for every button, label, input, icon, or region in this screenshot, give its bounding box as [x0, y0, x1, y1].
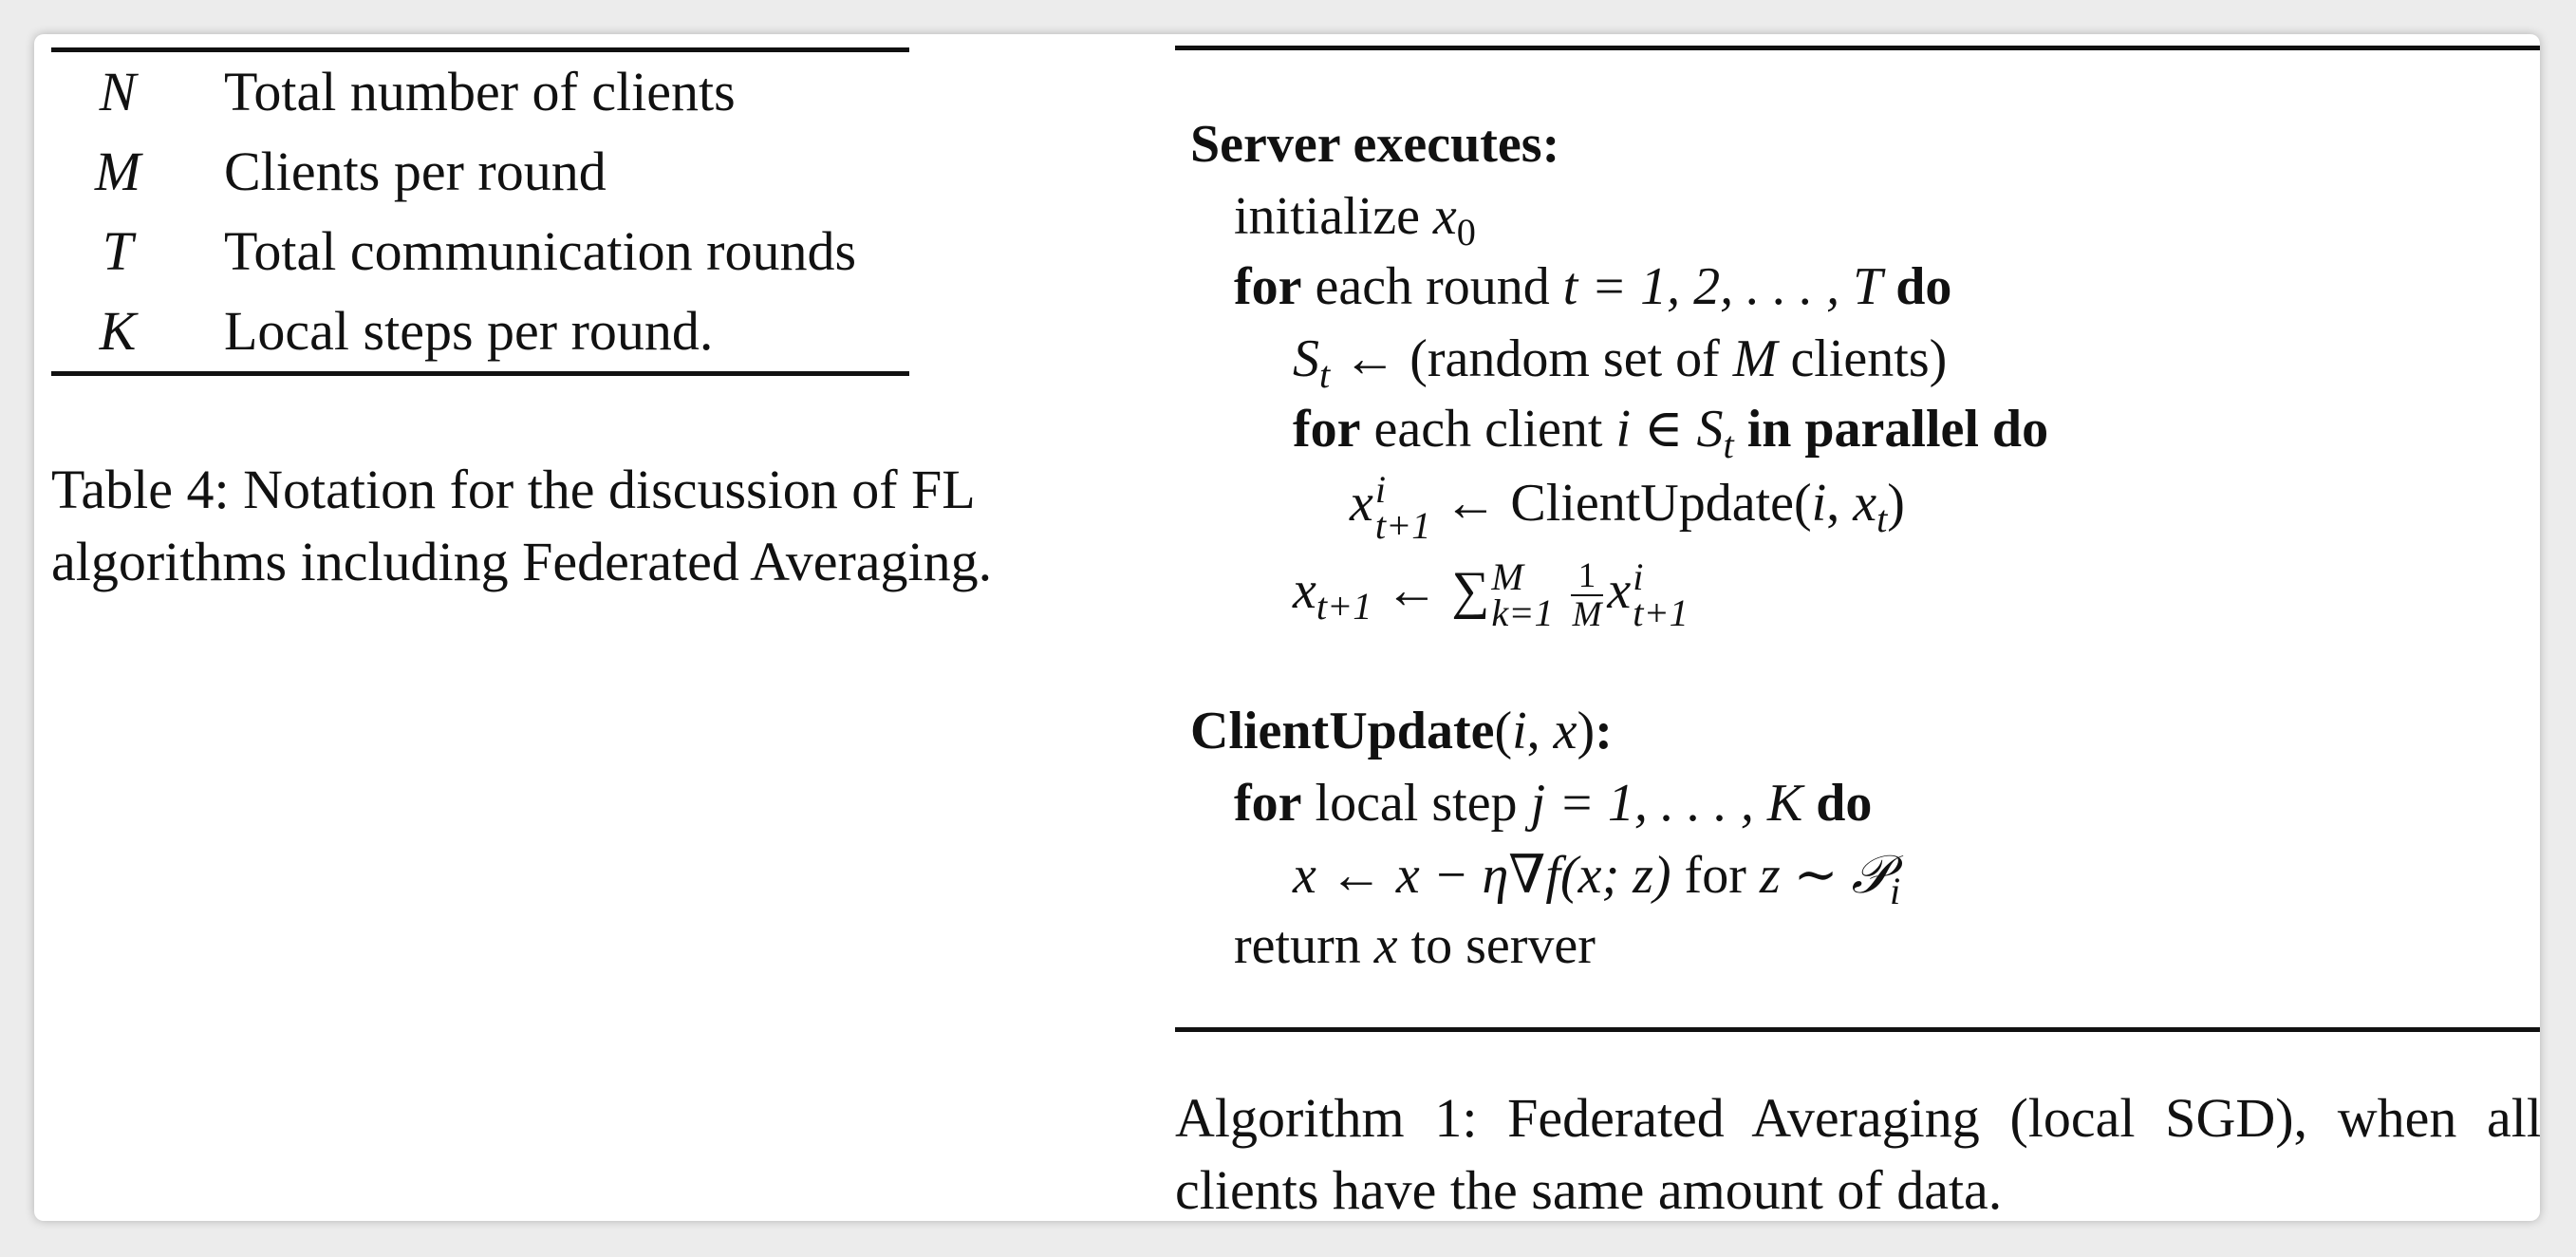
local-step-text: local step: [1315, 774, 1518, 833]
symbol-cell: K: [99, 300, 137, 362]
random-set-text: (random set of: [1409, 329, 1720, 388]
symbol-cell: T: [102, 220, 134, 282]
client-update-title: ClientUpdate: [1190, 702, 1495, 760]
notation-table: N Total number of clients M Clients per …: [51, 52, 909, 371]
algorithm-body: Server executes: initialize x0 for each …: [1175, 50, 2540, 1017]
table-row: T Total communication rounds: [51, 212, 909, 291]
local-step-loop-line: for local step j = 1, . . . , K do: [1234, 770, 1872, 836]
sgd-update-line: x ← x − η∇f(x; z) for z ∼ 𝒫i: [1293, 846, 1901, 913]
round-range: t = 1, 2, . . . , T: [1562, 257, 1883, 316]
x0-symbol: x: [1432, 187, 1457, 246]
server-header: Server executes:: [1190, 115, 1560, 174]
client-update-header: ClientUpdate(i, x):: [1190, 702, 1613, 760]
do-keyword: do: [1816, 774, 1873, 833]
for-keyword: for: [1234, 257, 1302, 316]
client-loop-line: for each client i ∈ St in parallel do: [1293, 400, 2049, 467]
description-cell: Local steps per round.: [224, 300, 714, 362]
for-keyword: for: [1234, 774, 1302, 833]
j-range: j = 1, . . . , K: [1530, 774, 1803, 833]
z-distribution: z ∼ 𝒫: [1759, 846, 1890, 905]
symbol-cell: N: [99, 61, 137, 122]
algorithm-caption: Algorithm 1: Federated Averaging (local …: [1175, 1087, 2540, 1221]
return-text: return: [1234, 916, 1361, 975]
algorithm-bottom-rule: [1175, 1027, 2540, 1032]
sum-upper-limit: M: [1491, 554, 1523, 598]
m-symbol: M: [1732, 329, 1778, 388]
each-round-text: each round: [1315, 257, 1550, 316]
client-update-call-line: x i t+1 ← ClientUpdate(i, xt): [1350, 467, 1905, 548]
x0-subscript: 0: [1456, 211, 1476, 254]
to-server-text: to server: [1410, 916, 1596, 975]
each-client-text: each client: [1373, 400, 1603, 459]
in-parallel-keyword: in parallel do: [1746, 400, 2049, 459]
table-top-rule: [51, 47, 909, 52]
sample-clients-line: St ← (random set of M clients): [1293, 329, 1948, 397]
do-keyword: do: [1895, 257, 1952, 316]
algorithm-top-rule: [1175, 46, 2540, 50]
symbol-cell: M: [94, 141, 141, 202]
sum-lower-limit: k=1: [1491, 591, 1554, 635]
round-loop-line: for each round t = 1, 2, . . . , T do: [1234, 253, 1951, 320]
clients-close-text: clients): [1790, 329, 1948, 388]
notation-table-container: N Total number of clients M Clients per …: [51, 47, 909, 376]
table-row: K Local steps per round.: [51, 291, 909, 371]
initialize-text: initialize: [1234, 187, 1420, 246]
update-rule: x ← x − η∇f(x; z): [1293, 846, 1671, 905]
table-caption: Table 4: Notation for the discussion of …: [51, 459, 993, 592]
description-cell: Clients per round: [224, 141, 607, 202]
description-cell: Total number of clients: [224, 61, 736, 122]
client-update-call: ClientUpdate: [1510, 474, 1795, 533]
table-row: N Total number of clients: [51, 52, 909, 132]
for-z-text: for: [1684, 846, 1746, 905]
description-cell: Total communication rounds: [224, 220, 857, 282]
table-bottom-rule: [51, 371, 909, 376]
algorithm-block: Server executes: initialize x0 for each …: [1175, 46, 2540, 1017]
paper-page: N Total number of clients M Clients per …: [34, 34, 2540, 1221]
return-line: return x to server: [1234, 916, 1596, 975]
for-keyword: for: [1293, 400, 1361, 459]
initialize-line: initialize x0: [1234, 183, 1476, 254]
table-row: M Clients per round: [51, 132, 909, 212]
